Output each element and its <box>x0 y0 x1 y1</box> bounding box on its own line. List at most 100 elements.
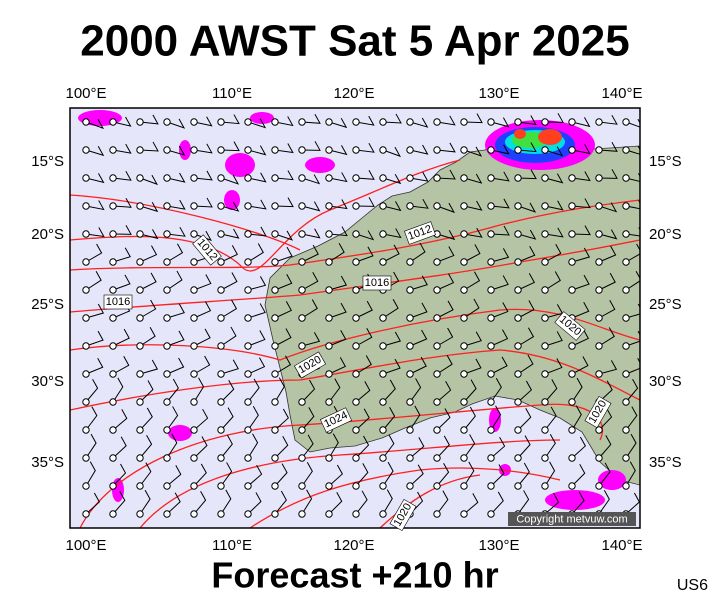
wind-barb <box>436 300 454 319</box>
wind-barb <box>487 426 495 434</box>
wind-barb <box>598 407 613 431</box>
wind-barb <box>595 174 603 182</box>
wind-barb <box>109 202 117 210</box>
wind-barb <box>568 426 576 434</box>
wind-barb <box>541 146 549 154</box>
wind-barb <box>517 300 535 319</box>
wind-barb <box>217 146 225 154</box>
wind-barb <box>352 146 360 154</box>
wind-barb <box>274 463 288 487</box>
wind-barb <box>139 434 153 459</box>
wind-barb <box>109 482 117 490</box>
wind-barb <box>541 314 549 322</box>
wind-barb <box>382 434 395 459</box>
wind-barb <box>301 201 321 212</box>
wind-barb <box>109 342 117 350</box>
wind-barb <box>433 370 441 378</box>
wind-barb <box>109 398 117 406</box>
wind-barb <box>598 202 618 213</box>
lat-label: 30°S <box>649 373 682 390</box>
wind-barb <box>463 461 475 487</box>
wind-barb <box>460 286 468 294</box>
wind-barb <box>82 426 90 434</box>
wind-barb <box>85 227 105 238</box>
wind-barb <box>190 454 198 462</box>
wind-barb <box>220 462 233 487</box>
wind-barb <box>625 433 637 459</box>
wind-barb <box>598 360 618 375</box>
wind-barb <box>409 356 427 375</box>
wind-barb <box>325 258 333 266</box>
wind-barb <box>352 314 360 322</box>
wind-barb <box>328 433 339 459</box>
wind-barb <box>85 433 97 459</box>
wind-barb <box>487 286 495 294</box>
wind-barb <box>352 398 360 406</box>
wind-barb <box>436 202 456 214</box>
lat-label: 15°S <box>649 153 682 170</box>
wind-barb <box>136 342 144 350</box>
wind-barb <box>274 436 289 459</box>
wind-barb <box>517 229 537 240</box>
wind-barb <box>190 398 198 406</box>
wind-barb <box>136 230 144 238</box>
wind-barb <box>487 146 495 154</box>
wind-barb <box>301 228 321 239</box>
wind-barb <box>298 510 306 518</box>
wind-barb <box>325 482 333 490</box>
wind-barb <box>355 408 370 431</box>
wind-barb <box>541 398 549 406</box>
wind-barb <box>166 243 184 263</box>
wind-barb <box>220 489 232 515</box>
forecast-label: Forecast +210 hr <box>211 555 498 596</box>
wind-barb <box>568 342 576 350</box>
wind-barb <box>109 230 117 238</box>
wind-barb <box>193 274 212 291</box>
wind-barb <box>622 398 630 406</box>
wind-barb <box>490 144 510 155</box>
wind-barb <box>463 331 482 347</box>
wind-barb <box>382 406 396 431</box>
wind-barb <box>112 170 132 181</box>
bottom-axis: 100°E 110°E 120°E 130°E 140°E <box>65 537 642 554</box>
wind-barb <box>163 510 171 518</box>
wind-barb <box>112 116 132 127</box>
wind-barb <box>136 174 144 182</box>
wind-barb <box>463 493 479 515</box>
wind-barb <box>244 146 252 154</box>
wind-barb <box>598 272 616 291</box>
wind-barb <box>247 276 267 291</box>
wind-barb <box>109 146 117 154</box>
wind-barb <box>244 510 252 518</box>
wind-barb <box>460 314 468 322</box>
wind-barb <box>406 286 414 294</box>
lat-label: 35°S <box>649 454 682 471</box>
wind-barb <box>622 202 630 210</box>
wind-barb <box>487 370 495 378</box>
wind-barb <box>352 118 360 126</box>
wind-barb <box>409 198 429 209</box>
wind-barb <box>220 114 240 125</box>
model-code: US6 <box>677 577 708 594</box>
wind-barb <box>136 118 144 126</box>
wind-barb <box>247 330 266 347</box>
wind-barb <box>355 197 375 207</box>
wind-barb <box>598 114 618 125</box>
wind-barb <box>247 378 260 403</box>
wind-barb <box>487 314 495 322</box>
wind-barb <box>595 314 603 322</box>
wind-barb <box>247 226 267 237</box>
wind-barb <box>490 436 506 459</box>
wind-barb <box>193 170 213 181</box>
copyright-box <box>508 512 636 526</box>
wind-barb <box>598 169 618 179</box>
wind-barb <box>379 370 387 378</box>
wind-barb <box>490 275 509 291</box>
wind-barb <box>490 225 510 236</box>
wind-barb <box>514 230 522 238</box>
wind-barb <box>166 357 185 375</box>
wind-barb <box>490 405 502 431</box>
wind-barb <box>622 258 630 266</box>
wind-barb <box>517 327 535 347</box>
wind-barb <box>274 328 292 347</box>
